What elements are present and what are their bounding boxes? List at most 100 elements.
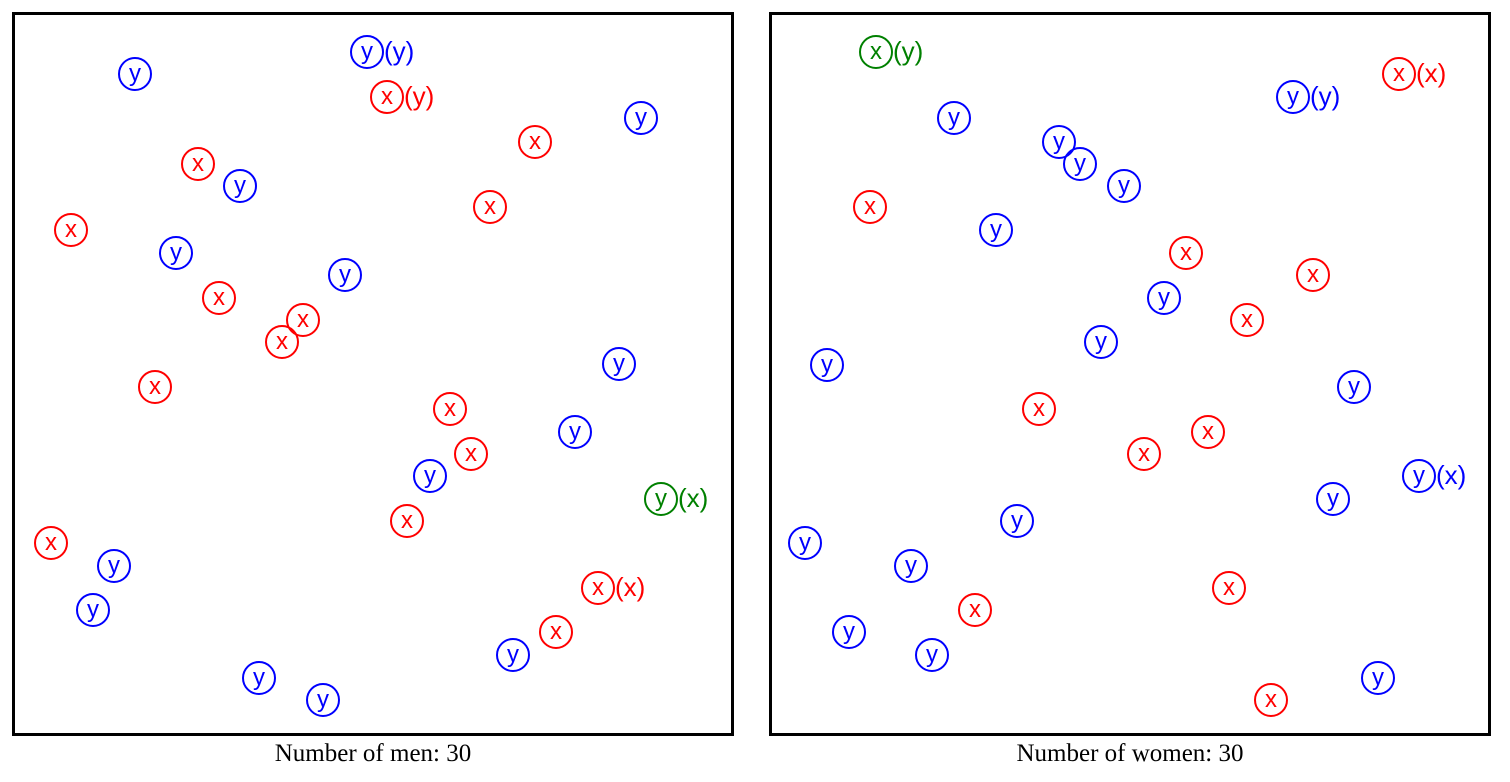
token-circle [473,190,507,224]
token-circle [624,101,658,135]
token-letter: x [1265,686,1277,713]
token-circle [958,593,992,627]
men-token-x: x [518,125,552,159]
token-circle [518,125,552,159]
token-letter: y [799,529,811,556]
women-token-y: y [1361,661,1395,695]
token-letter: y [234,172,246,199]
token-letter: x [550,618,562,645]
men-token-y: y [76,593,110,627]
men-token-x: x [181,147,215,181]
men-panel: y y (y) x (y) y x x y x x y y x x x y x x y x y y (x) x x y x (x) y x y… [12,12,734,736]
token-circle [97,549,131,583]
men-token-x: x [539,615,573,649]
token-circle [853,190,887,224]
token-letter: x [592,574,604,601]
token-letter: y [1095,328,1107,355]
token-circle [370,80,404,114]
token-preference-label: (x) [615,572,645,602]
women-token-y: y (x) [1402,459,1466,493]
women-token-y: y [832,615,866,649]
token-letter: y [170,239,182,266]
token-circle [832,615,866,649]
token-circle [34,526,68,560]
token-letter: x [149,373,161,400]
token-circle [1107,169,1141,203]
token-preference-label: (x) [1416,58,1446,88]
men-token-x: x [138,370,172,404]
token-circle [810,348,844,382]
token-letter: y [253,664,265,691]
token-letter: x [1241,306,1253,333]
women-token-x: x [1191,415,1225,449]
token-circle [496,638,530,672]
men-token-x: x [265,325,299,359]
token-letter: y [1053,128,1065,155]
women-token-x: x [1169,236,1203,270]
women-token-y: y [1107,169,1141,203]
token-circle [1361,661,1395,695]
women-token-y: y [788,526,822,560]
token-circle [223,169,257,203]
women-token-x: x [1022,392,1056,426]
token-letter: y [948,104,960,131]
men-token-x: x [34,526,68,560]
token-letter: y [108,552,120,579]
token-letter: y [361,38,373,65]
token-circle [350,35,384,69]
women-token-y: y [894,549,928,583]
women-token-x: x (y) [859,35,923,69]
token-circle [328,258,362,292]
women-token-y: y [1147,281,1181,315]
token-letter: y [905,552,917,579]
women-token-y: y [1316,482,1350,516]
women-count-caption: Number of women: 30 [1016,740,1244,767]
token-circle [1127,437,1161,471]
men-token-y: y [223,169,257,203]
token-circle [558,415,592,449]
men-token-y: y [242,661,276,695]
token-letter: y [1011,507,1023,534]
token-circle [644,482,678,516]
token-circle [306,683,340,717]
token-circle [286,303,320,337]
women-token-y: y [1337,370,1371,404]
token-circle [1230,303,1264,337]
token-circle [54,213,88,247]
token-preference-label: (y) [1310,81,1340,111]
token-letter: y [1348,373,1360,400]
token-letter: y [1158,284,1170,311]
men-token-x: x [54,213,88,247]
token-letter: x [529,128,541,155]
token-circle [118,57,152,91]
token-letter: y [569,418,581,445]
token-circle [1337,370,1371,404]
token-circle [1296,258,1330,292]
men-token-y: y [602,347,636,381]
men-token-x: x (y) [370,80,434,114]
token-circle [1084,325,1118,359]
women-panel: x (y) x (x) y (y) y y y y x y x x y x y y y x x x y (x) y y y y x x y y… [769,12,1491,736]
women-token-y: y [915,638,949,672]
men-token-y: y [159,236,193,270]
men-token-y: y [496,638,530,672]
token-circle [138,370,172,404]
token-circle [581,571,615,605]
token-letter: x [276,328,288,355]
token-circle [1147,281,1181,315]
token-circle [1022,392,1056,426]
men-token-y: y [624,101,658,135]
token-circle [894,549,928,583]
token-letter: x [1223,574,1235,601]
men-token-y: y [306,683,340,717]
token-circle [242,661,276,695]
token-letter: x [297,306,309,333]
token-letter: y [1074,150,1086,177]
women-token-x: x [1254,683,1288,717]
token-letter: x [1138,440,1150,467]
token-circle [390,504,424,538]
token-circle [202,281,236,315]
token-preference-label: (y) [384,36,414,66]
token-circle [159,236,193,270]
